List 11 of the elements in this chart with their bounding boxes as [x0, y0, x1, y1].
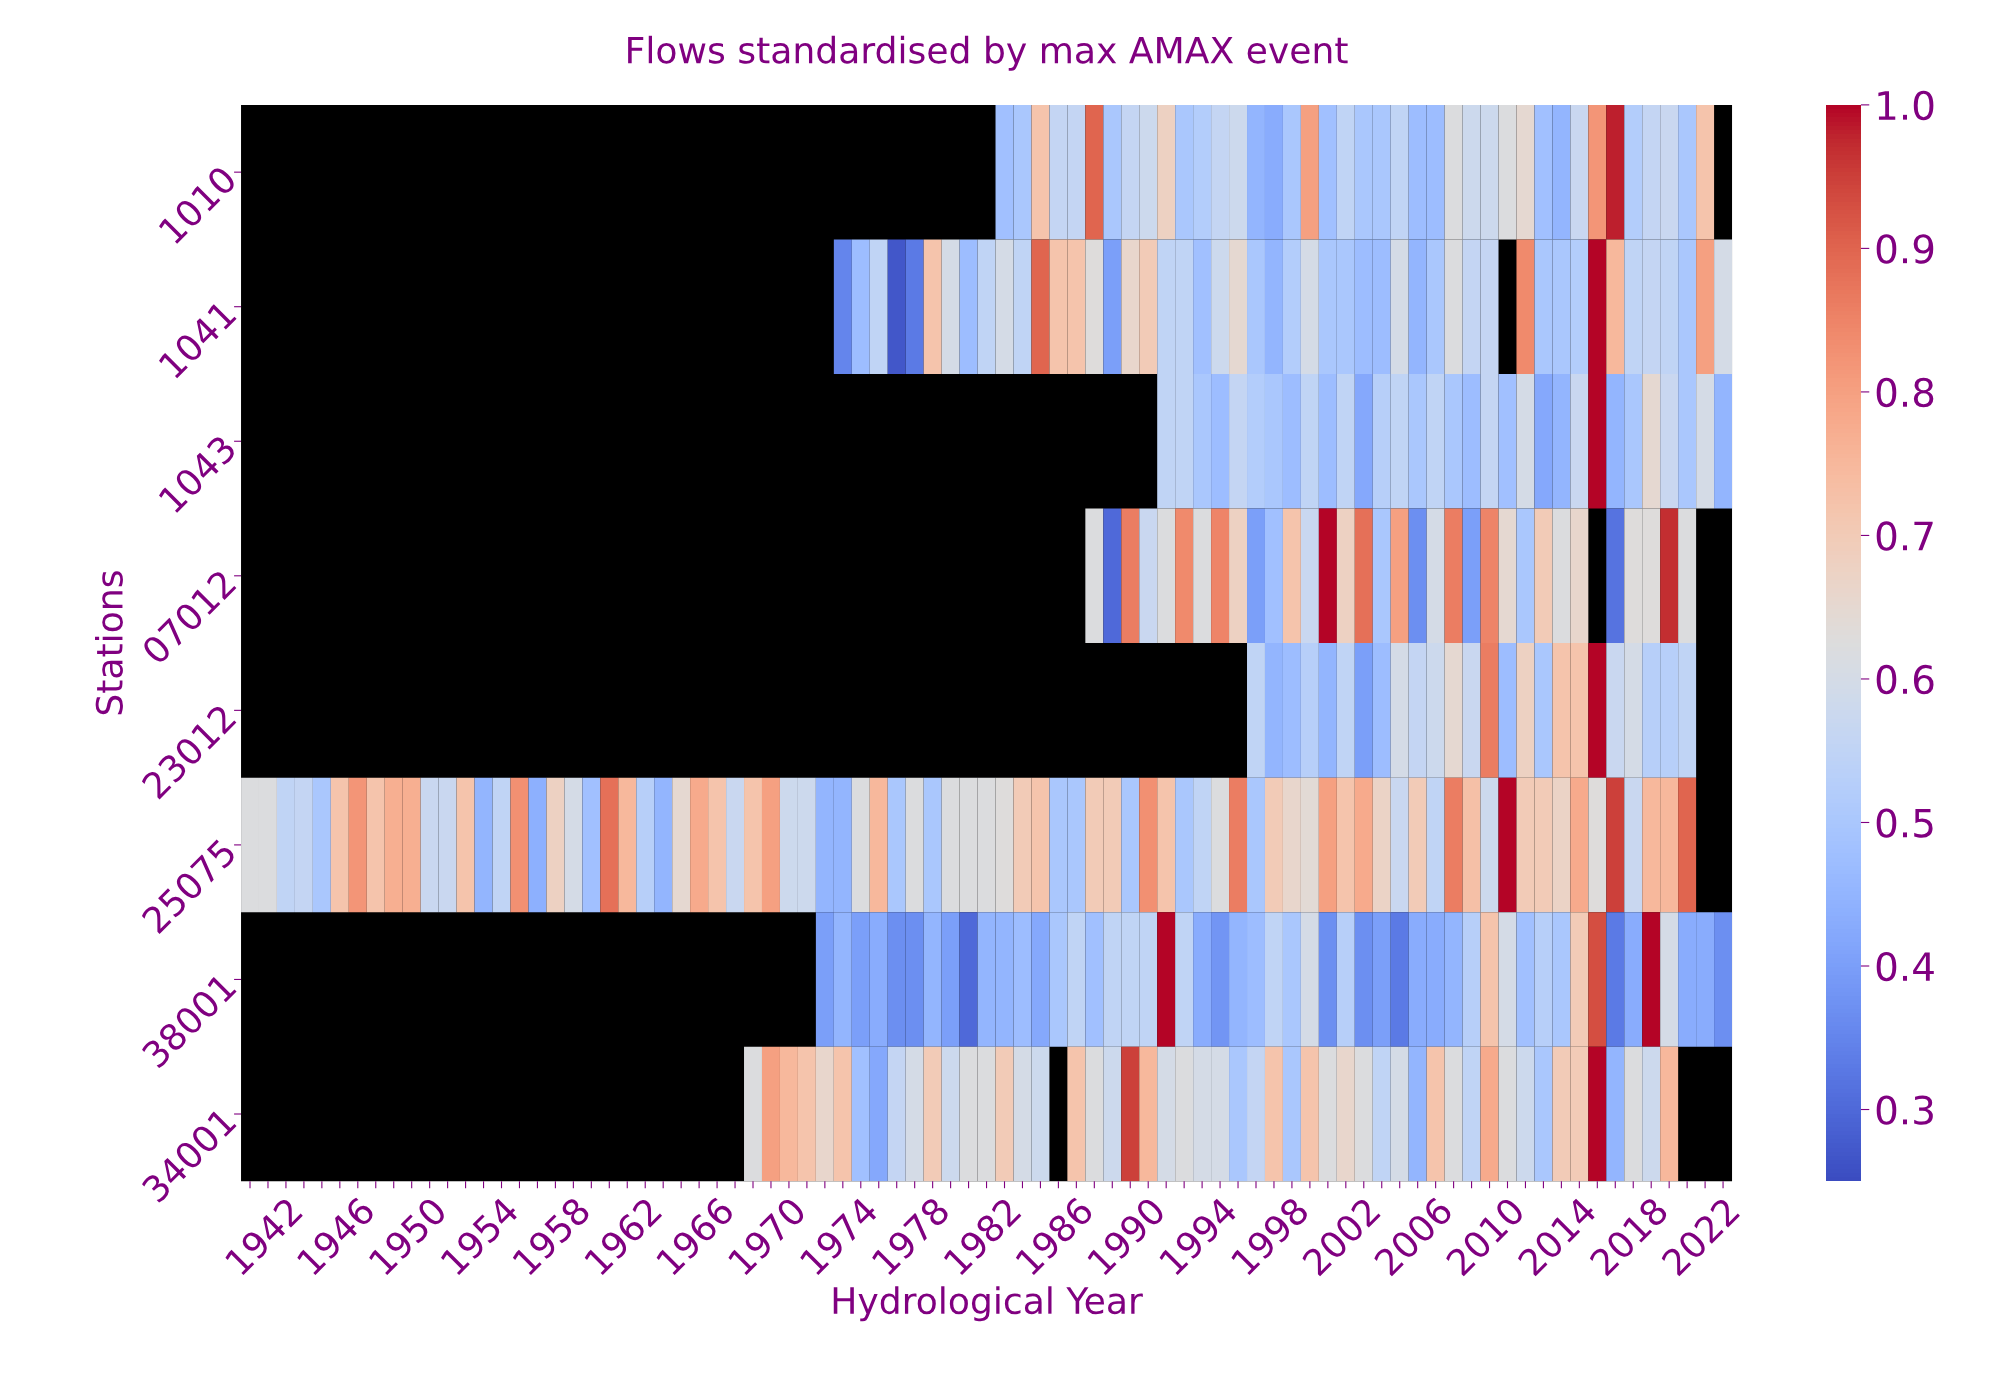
y-axis-title: Stations: [95, 571, 123, 715]
color-bar-label: 0.3: [1876, 1095, 1933, 1125]
color-bar-label: 1.0: [1878, 90, 1934, 121]
color-bar-label: 0.4: [1876, 951, 1934, 982]
color-bar-label: 0.5: [1876, 808, 1933, 838]
chart-title: Flows standardised by max AMAX event: [628, 35, 1348, 71]
color-bar-label: 0.8: [1876, 377, 1934, 408]
color-bar-label: 0.7: [1876, 521, 1933, 551]
x-axis-title: Hydrological Year: [833, 1286, 1143, 1322]
color-bar-label: 0.9: [1876, 234, 1934, 264]
color-bar-label: 0.6: [1876, 664, 1934, 695]
